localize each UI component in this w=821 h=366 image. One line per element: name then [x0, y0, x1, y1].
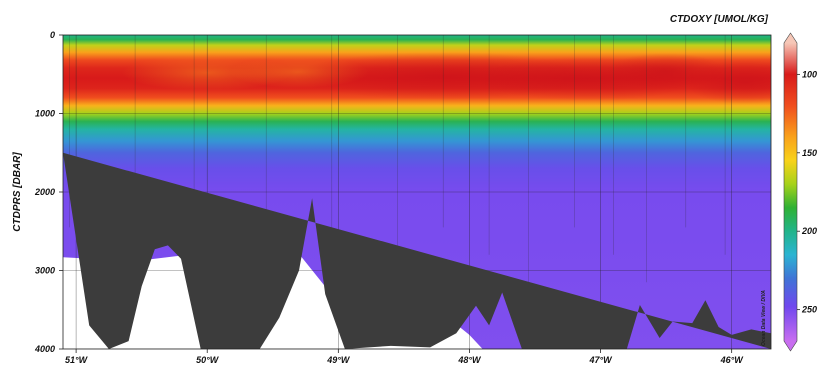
seafloor-bathymetry — [63, 152, 771, 349]
y-axis-title: CTDPRS [DBAR] — [12, 152, 23, 232]
colorbar-bar — [783, 32, 798, 352]
colorbar-tick-label: 100 — [802, 69, 817, 79]
x-tick-label: 48°W — [457, 355, 482, 365]
y-tick-label: 1000 — [35, 109, 55, 119]
y-tick-label: 4000 — [34, 344, 55, 354]
colorbar: 100 150 200 250 — [783, 32, 817, 352]
oxygen-core-patch — [684, 60, 771, 105]
y-tick-label: 3000 — [35, 266, 55, 276]
oxygen-minimum-core — [122, 51, 771, 105]
plot-area — [63, 35, 771, 349]
colorbar-tick-label: 200 — [801, 226, 817, 236]
y-axis: 0 1000 2000 3000 4000 — [34, 30, 63, 354]
colorbar-tick-label: 150 — [802, 148, 817, 158]
x-tick-label: 49°W — [326, 355, 351, 365]
colorbar-ticks: 100 150 200 250 — [797, 69, 817, 315]
colorbar-tick-label: 250 — [801, 305, 817, 315]
x-tick-label: 50°W — [196, 355, 220, 365]
credit-text: Ocean Data View / DIVA — [761, 290, 767, 346]
x-axis: 51°W 50°W 49°W 48°W 47°W 46°W — [65, 349, 744, 365]
y-tick-label: 0 — [50, 30, 55, 40]
x-tick-label: 51°W — [65, 355, 89, 365]
x-tick-label: 46°W — [720, 355, 745, 365]
x-tick-label: 47°W — [589, 355, 614, 365]
colorbar-title: CTDOXY [UMOL/KG] — [670, 14, 769, 25]
y-tick-label: 2000 — [34, 187, 55, 197]
